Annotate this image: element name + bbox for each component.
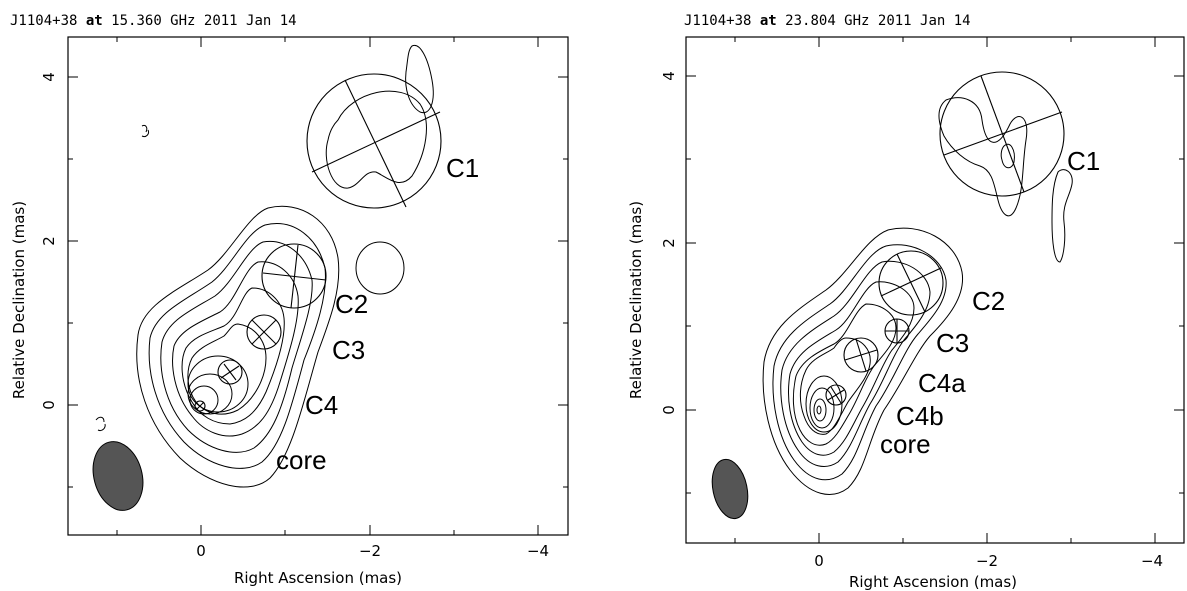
component-c1 [306, 73, 442, 209]
x-tick-label: 0 [196, 542, 206, 560]
y-ticks [68, 76, 568, 488]
component-c4 [217, 359, 243, 385]
x-ticks [734, 37, 1156, 543]
label-core: core [276, 445, 327, 475]
component-c4a [843, 337, 879, 373]
panel-title: J1104+38 at 15.360 GHz 2011 Jan 14 [10, 13, 297, 29]
x-ticks [116, 37, 539, 535]
x-tick-label: −2 [359, 542, 381, 560]
x-axis-label: Right Ascension (mas) [234, 569, 402, 587]
label-core: core [880, 429, 931, 459]
label-c3: C3 [332, 335, 365, 365]
plot-frame [67, 36, 569, 536]
x-tick-label: −4 [1141, 552, 1163, 570]
x-tick-label: −2 [976, 552, 998, 570]
model-components [194, 73, 442, 412]
contours [762, 97, 1073, 495]
panel-title: J1104+38 at 23.804 GHz 2011 Jan 14 [684, 13, 971, 29]
label-c2: C2 [972, 286, 1005, 316]
y-tick-label: 4 [40, 72, 58, 82]
y-tick-label: 4 [660, 71, 678, 81]
x-axis-label: Right Ascension (mas) [849, 573, 1017, 591]
plot-frame [685, 36, 1185, 544]
restoring-beam [92, 441, 144, 511]
model-components [825, 71, 1065, 406]
label-c4b: C4b [896, 401, 944, 431]
y-tick-label: 0 [660, 405, 678, 415]
label-c4: C4 [305, 390, 338, 420]
y-tick-label: 0 [40, 400, 58, 410]
y-ticks [686, 75, 1184, 494]
component-c1 [939, 71, 1065, 197]
component-c2 [878, 250, 944, 316]
label-c2: C2 [335, 289, 368, 319]
component-c4b [825, 384, 847, 406]
x-tick-label: −4 [527, 542, 549, 560]
label-c4a: C4a [918, 368, 966, 398]
y-axis-label: Relative Declination (mas) [10, 201, 28, 399]
component-c3 [246, 314, 282, 350]
y-tick-label: 2 [40, 236, 58, 246]
component-c3 [884, 318, 910, 344]
label-c3: C3 [936, 328, 969, 358]
label-c1: C1 [1067, 146, 1100, 176]
restoring-beam [711, 458, 749, 520]
y-tick-label: 2 [660, 238, 678, 248]
contours [95, 44, 434, 488]
label-c1: C1 [446, 153, 479, 183]
panel-24ghz: J1104+38 at 23.804 GHz 2011 Jan 14 [627, 13, 1185, 591]
panel-15ghz: J1104+38 at 15.360 GHz 2011 Jan 14 [10, 13, 569, 587]
x-tick-label: 0 [814, 552, 824, 570]
component-core [194, 400, 206, 412]
component-c2 [261, 243, 327, 309]
y-axis-label: Relative Declination (mas) [627, 201, 645, 399]
